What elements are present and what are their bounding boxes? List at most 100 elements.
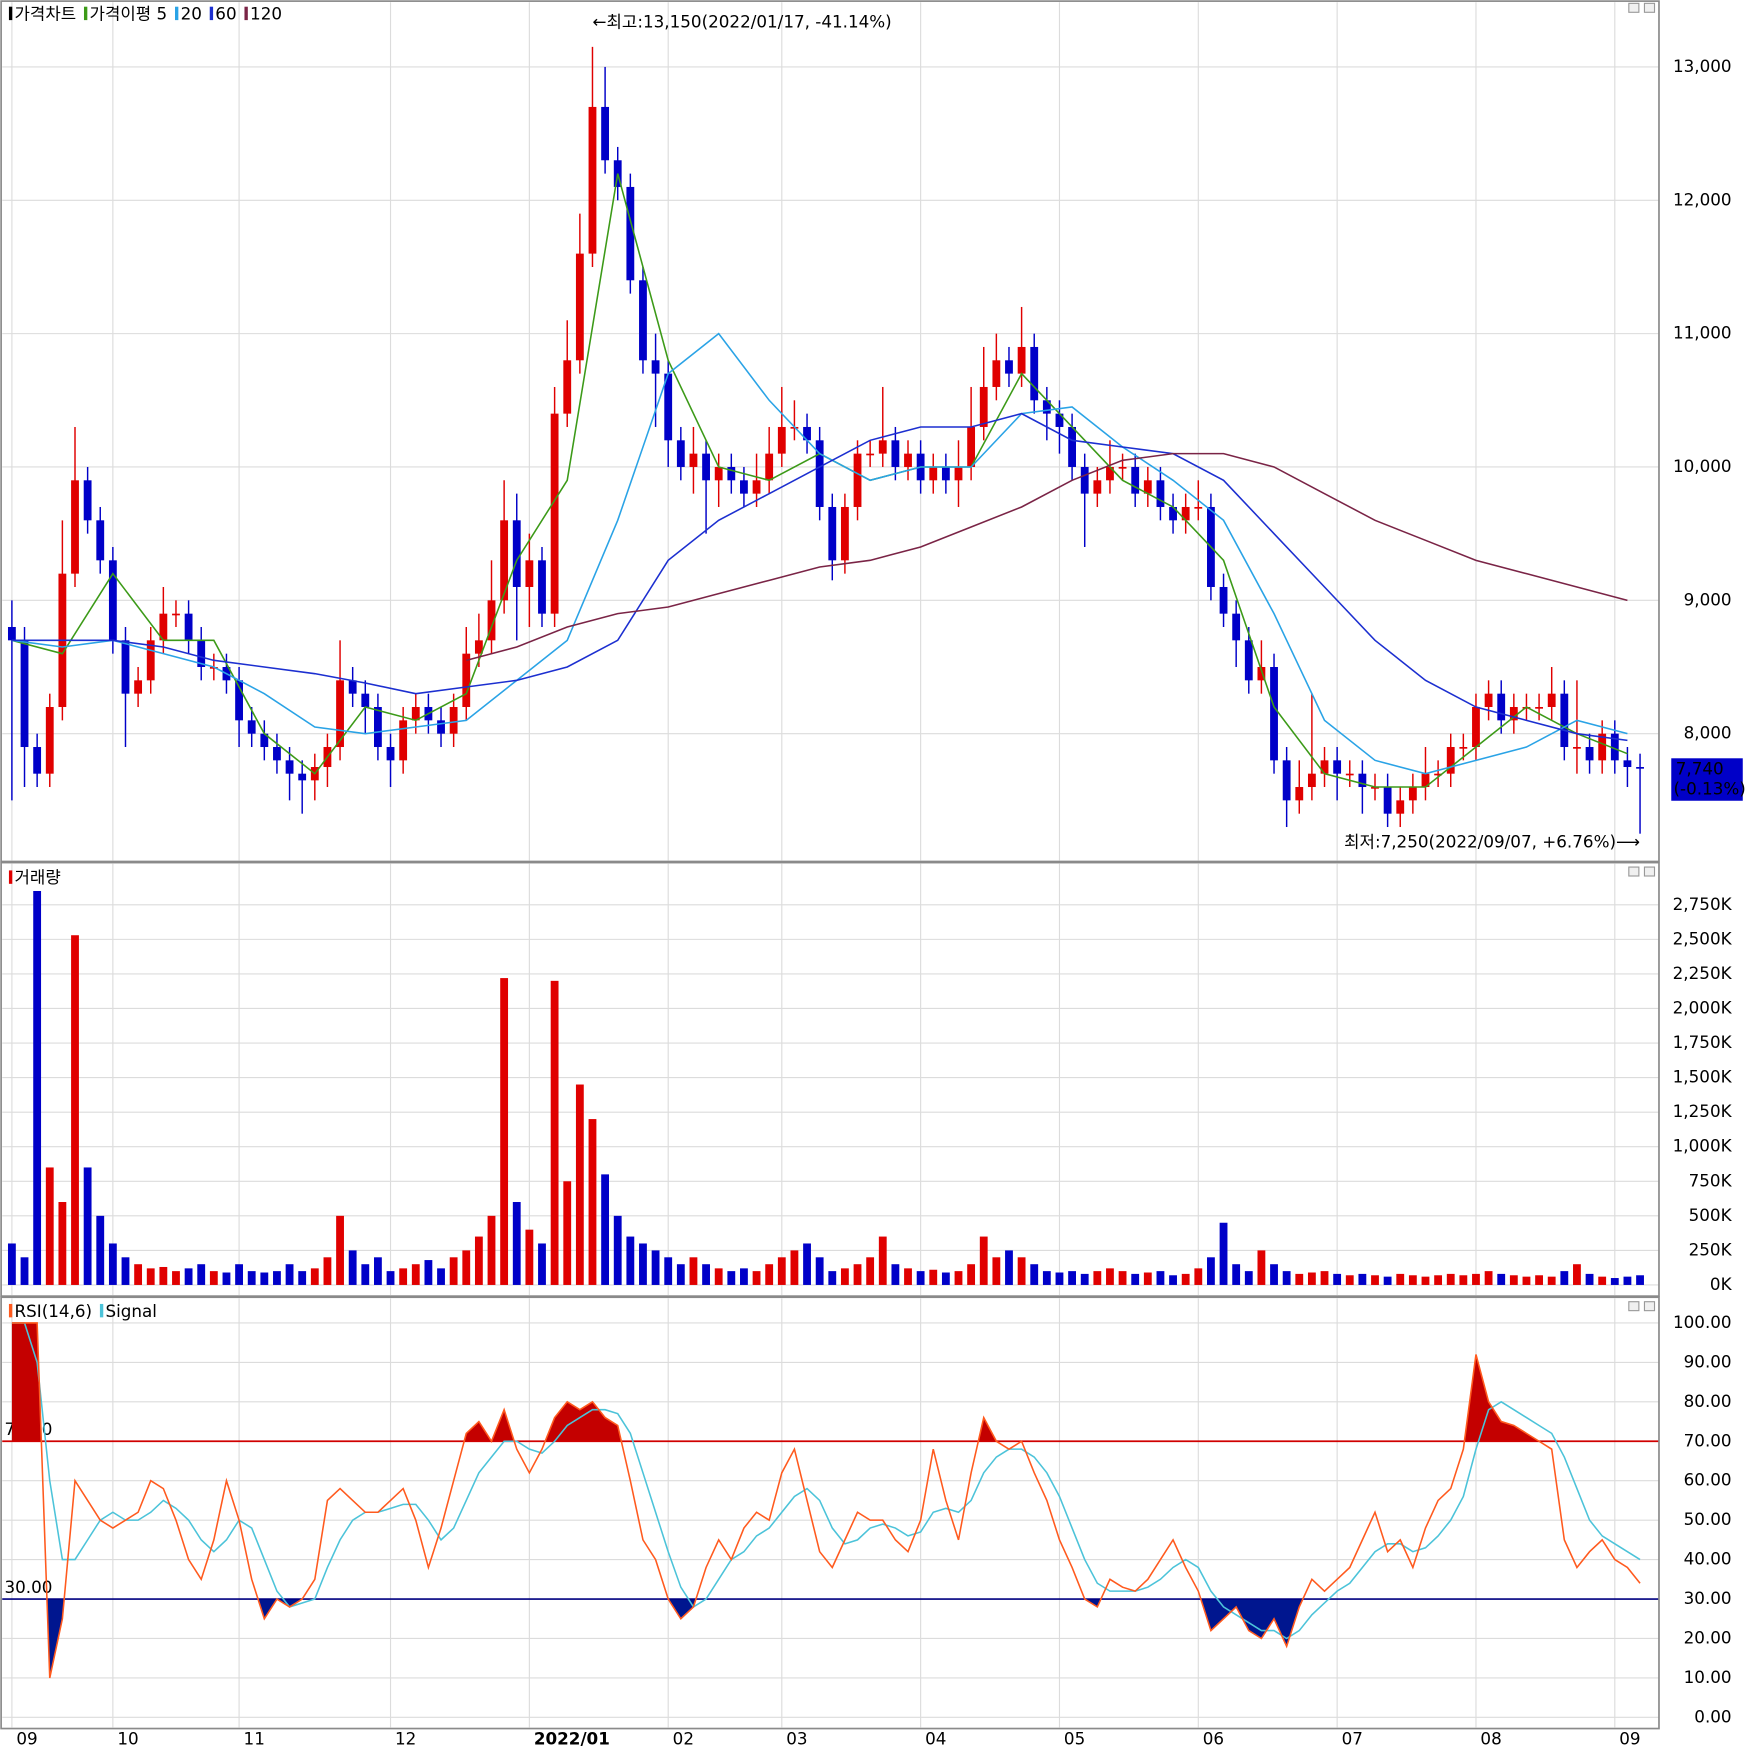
x-tick-label: 12: [395, 1729, 416, 1749]
volume-bar: [474, 1236, 483, 1285]
legend-marker: [8, 870, 13, 884]
volume-bar: [1383, 1276, 1392, 1285]
volume-bar: [651, 1250, 660, 1285]
candle-body: [1509, 707, 1518, 721]
candle-body: [1623, 760, 1632, 768]
y-tick-label: 13,000: [1673, 56, 1732, 76]
legend-label: RSI(14,6): [15, 1301, 93, 1321]
legend-marker: [244, 6, 248, 21]
volume-bar: [323, 1257, 332, 1285]
x-tick-label: 11: [244, 1729, 265, 1749]
x-tick-label: 07: [1342, 1729, 1363, 1749]
pane-buttons: [1628, 2, 1656, 1312]
candle-body: [159, 613, 168, 641]
volume-bar: [1371, 1275, 1379, 1285]
volume-bar: [992, 1257, 1001, 1285]
minimize-button[interactable]: [1628, 2, 1640, 13]
volume-bar: [1068, 1271, 1076, 1285]
volume-bar: [639, 1243, 647, 1285]
volume-bar: [1207, 1257, 1215, 1285]
candle-body: [1156, 480, 1165, 507]
candle-body: [575, 253, 584, 361]
candle-body: [752, 480, 761, 494]
close-button[interactable]: [1643, 866, 1656, 877]
x-tick-label: 09: [1619, 1729, 1640, 1749]
volume-bar: [1017, 1257, 1026, 1285]
x-tick-label: 2022/01: [534, 1729, 610, 1749]
volume-bar: [550, 980, 559, 1285]
candle-body: [904, 453, 912, 467]
volume-bar: [853, 1264, 862, 1285]
volume-bar: [1610, 1278, 1619, 1285]
candle-body: [1636, 767, 1644, 769]
volume-bar: [310, 1268, 319, 1285]
volume-bar: [1560, 1271, 1569, 1285]
candle-body: [1320, 760, 1329, 774]
candle-body: [1143, 480, 1152, 494]
volume-bar: [348, 1250, 357, 1285]
candle-body: [20, 640, 29, 748]
volume-bar: [740, 1268, 748, 1285]
candle-body: [1573, 747, 1581, 749]
volume-bar: [613, 1215, 622, 1285]
volume-bar: [374, 1257, 382, 1285]
moving-average-line: [466, 452, 1628, 662]
candle-body: [96, 520, 105, 561]
volume-bar: [1573, 1264, 1581, 1285]
y-tick-label: 1,500K: [1673, 1067, 1733, 1087]
candle-body: [840, 506, 849, 561]
volume-bar: [815, 1257, 824, 1285]
candle-body: [1106, 466, 1114, 481]
volume-bar: [1080, 1273, 1089, 1285]
candle-body: [1005, 360, 1013, 374]
candle-body: [1585, 747, 1594, 761]
y-tick-label: 12,000: [1673, 189, 1732, 209]
candle-body: [33, 747, 42, 774]
candle-body: [71, 480, 79, 574]
volume-bar: [929, 1269, 938, 1285]
candle-body: [1017, 346, 1026, 374]
y-tick-label: 0K: [1710, 1274, 1733, 1294]
candle-body: [1295, 787, 1304, 801]
volume-bar: [1219, 1222, 1228, 1285]
volume-bar: [424, 1260, 433, 1285]
y-tick-label: 8,000: [1684, 723, 1732, 743]
volume-bar: [1093, 1271, 1102, 1285]
minimize-button[interactable]: [1628, 866, 1640, 877]
volume-bar: [222, 1272, 231, 1285]
volume-bar: [525, 1229, 534, 1285]
y-tick-label: 30.00: [1684, 1588, 1732, 1608]
candle-body: [866, 453, 875, 456]
y-tick-label: 250K: [1689, 1239, 1733, 1259]
x-tick-label: 10: [117, 1729, 138, 1749]
close-button[interactable]: [1643, 1301, 1656, 1312]
candle-body: [411, 707, 420, 721]
minimize-button[interactable]: [1628, 1301, 1640, 1312]
volume-bar: [121, 1257, 130, 1285]
labels-layer: 8,000 9,000 10,000 11,000 12,000 13,000 0K 250K…: [2, 4, 1745, 1749]
volume-bar: [1131, 1273, 1140, 1285]
candle-body: [878, 440, 887, 454]
volume-bar: [1547, 1276, 1556, 1285]
volume-bar: [1270, 1264, 1278, 1285]
y-tick-label: 10.00: [1684, 1667, 1732, 1687]
volume-bar: [1106, 1268, 1114, 1285]
volume-pane-frame: [0, 861, 1660, 1297]
candle-body: [941, 466, 950, 481]
legend-label: 가격차트: [15, 4, 77, 24]
candle-body: [979, 386, 988, 427]
close-button[interactable]: [1643, 2, 1656, 13]
candle-body: [777, 426, 786, 454]
legend-marker: [175, 6, 179, 21]
y-tick-label: 20.00: [1684, 1627, 1732, 1647]
volume-bar: [298, 1271, 307, 1285]
volume-bar: [1030, 1264, 1039, 1285]
volume-bar: [7, 1243, 16, 1285]
y-tick-label: 1,000K: [1673, 1136, 1733, 1156]
candle-body: [1345, 773, 1354, 776]
volume-bar: [1333, 1273, 1342, 1285]
legend-marker: [8, 6, 13, 21]
candle-body: [765, 453, 774, 481]
candle-body: [967, 426, 976, 467]
